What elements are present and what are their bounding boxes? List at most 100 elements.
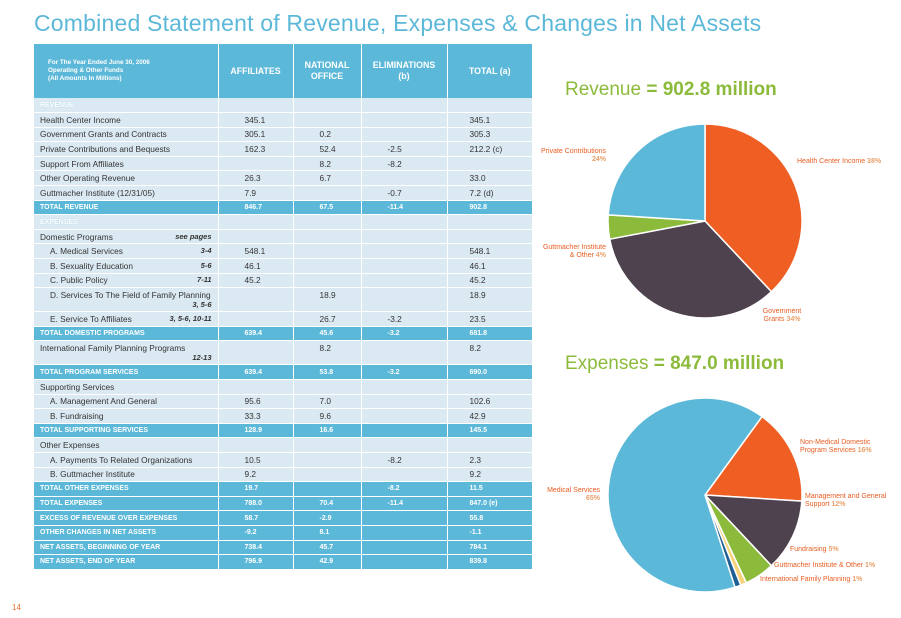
total-cell bbox=[447, 437, 532, 453]
table-row: E. Service To Affiliates 3, 5-6, 10-11 26.… bbox=[34, 311, 532, 327]
eliminations-cell: -8.2 bbox=[361, 156, 448, 172]
row-label-total-supporting-services: TOTAL SUPPORTING SERVICES bbox=[34, 423, 219, 439]
table-total-row: NET ASSETS, END OF YEAR 796.9 42.9 839.8 bbox=[34, 554, 532, 570]
column-header-affiliates: AFFILIATES bbox=[218, 44, 294, 98]
table-total-row: EXCESS OF REVENUE OVER EXPENSES 58.7 -2.9 5… bbox=[34, 510, 532, 526]
affiliates-cell bbox=[218, 437, 294, 453]
page-reference: 5-6 bbox=[200, 260, 212, 270]
national-office-cell: 16.6 bbox=[293, 423, 362, 439]
row-label-b-fundraising: B. Fundraising bbox=[34, 408, 219, 424]
total-cell bbox=[447, 229, 532, 245]
table-row: A. Medical Services 3-4 548.1 548.1 bbox=[34, 243, 532, 260]
table-row: Other Expenses bbox=[34, 437, 532, 453]
row-label-other-operating-revenue: Other Operating Revenue bbox=[34, 170, 219, 187]
total-cell: 33.0 bbox=[447, 170, 532, 187]
national-office-cell bbox=[293, 185, 362, 201]
national-office-cell bbox=[293, 229, 362, 245]
revenue-label-government: Government Grants 34% bbox=[762, 308, 802, 323]
affiliates-cell: 19.7 bbox=[218, 481, 294, 497]
eliminations-cell bbox=[361, 98, 448, 114]
table-total-row: TOTAL PROGRAM SERVICES 639.4 53.8 -3.2 690.0 bbox=[34, 364, 532, 380]
row-label-net-assets-end-of-year: NET ASSETS, END OF YEAR bbox=[34, 554, 219, 570]
affiliates-cell bbox=[218, 287, 294, 313]
affiliates-cell: 95.6 bbox=[218, 394, 294, 410]
affiliates-cell: 10.5 bbox=[218, 452, 294, 468]
table-total-row: TOTAL DOMESTIC PROGRAMS 639.4 45.6 -3.2 681.… bbox=[34, 326, 532, 342]
table-total-row: TOTAL SUPPORTING SERVICES 128.9 16.6 145.5 bbox=[34, 423, 532, 439]
revenue-pie-chart bbox=[607, 123, 803, 319]
revenue-heading: Revenue = 902.8 million bbox=[565, 79, 777, 100]
total-cell: 45.2 bbox=[447, 273, 532, 289]
expenses-label-international: International Family Planning 1% bbox=[760, 576, 863, 583]
affiliates-cell: 846.7 bbox=[218, 200, 294, 216]
national-office-cell bbox=[293, 467, 362, 483]
total-cell: 18.9 bbox=[447, 287, 532, 313]
national-office-cell bbox=[293, 258, 362, 274]
national-office-cell: 6.7 bbox=[293, 170, 362, 187]
expenses-slice-management-and-general-support bbox=[703, 494, 803, 567]
total-cell: 145.5 bbox=[447, 423, 532, 439]
expenses-slice-non-medical-domestic-program-services bbox=[703, 415, 803, 502]
national-office-cell bbox=[293, 481, 362, 497]
affiliates-cell: 305.1 bbox=[218, 127, 294, 143]
eliminations-cell: -3.2 bbox=[361, 364, 448, 380]
total-cell: 9.2 bbox=[447, 467, 532, 483]
expenses-label-guttmacher: Guttmacher Institute & Other 1% bbox=[774, 562, 876, 569]
total-cell: 690.0 bbox=[447, 364, 532, 380]
affiliates-cell bbox=[218, 229, 294, 245]
row-label-total-expenses: TOTAL EXPENSES bbox=[34, 496, 219, 512]
eliminations-cell bbox=[361, 112, 448, 128]
row-label-health-center-income: Health Center Income bbox=[34, 112, 219, 128]
row-label-excess-of-revenue-over-expenses: EXCESS OF REVENUE OVER EXPENSES bbox=[34, 510, 219, 526]
affiliates-cell: 548.1 bbox=[218, 243, 294, 260]
table-row: Health Center Income 345.1 345.1 bbox=[34, 112, 532, 128]
eliminations-cell bbox=[361, 127, 448, 143]
expenses-pie-chart bbox=[607, 397, 803, 593]
affiliates-cell: 639.4 bbox=[218, 364, 294, 380]
affiliates-cell: 639.4 bbox=[218, 326, 294, 342]
eliminations-cell: -8.2 bbox=[361, 452, 448, 468]
row-label-total-program-services: TOTAL PROGRAM SERVICES bbox=[34, 364, 219, 380]
page-reference: 7-11 bbox=[197, 275, 212, 285]
affiliates-cell: 345.1 bbox=[218, 112, 294, 128]
expenses-label-medical: Medical Services 65% bbox=[547, 487, 600, 502]
affiliates-cell: 162.3 bbox=[218, 141, 294, 157]
page-reference: 3, 5-6, 10-11 bbox=[169, 314, 212, 324]
affiliates-cell: 738.4 bbox=[218, 540, 294, 556]
expenses-slice-medical-services bbox=[607, 397, 764, 593]
expenses-label-management: Management and General Support 12% bbox=[805, 493, 887, 508]
row-label-other-expenses: Other Expenses bbox=[34, 437, 219, 453]
table-row: B. Sexuality Education 5-6 46.1 46.1 bbox=[34, 258, 532, 274]
affiliates-cell bbox=[218, 214, 294, 230]
eliminations-cell bbox=[361, 170, 448, 187]
affiliates-cell bbox=[218, 311, 294, 327]
revenue-slice-government-grants bbox=[608, 220, 773, 319]
page-number: 14 bbox=[12, 603, 21, 612]
table-total-row: TOTAL OTHER EXPENSES 19.7 -8.2 11.5 bbox=[34, 481, 532, 497]
column-header-eliminations: ELIMINATIONS (b) bbox=[361, 44, 448, 98]
row-label-expenses: EXPENSES bbox=[34, 214, 219, 230]
row-label-government-grants-and-contracts: Government Grants and Contracts bbox=[34, 127, 219, 143]
total-cell: 8.2 bbox=[447, 340, 532, 366]
table-header-row: For The Year Ended June 30, 2006 Operati… bbox=[34, 44, 532, 98]
row-label-private-contributions-and-bequests: Private Contributions and Bequests bbox=[34, 141, 219, 157]
eliminations-cell: -3.2 bbox=[361, 326, 448, 342]
affiliates-cell: 128.9 bbox=[218, 423, 294, 439]
row-label-b-guttmacher-institute: B. Guttmacher Institute bbox=[34, 467, 219, 483]
eliminations-cell: -2.5 bbox=[361, 141, 448, 157]
row-label-d-services-to-the-field-of-family-planning: D. Services To The Field of Family Plann… bbox=[34, 287, 219, 313]
affiliates-cell: 45.2 bbox=[218, 273, 294, 289]
national-office-cell: 45.6 bbox=[293, 326, 362, 342]
page-title: Combined Statement of Revenue, Expenses … bbox=[34, 10, 762, 36]
eliminations-cell bbox=[361, 394, 448, 410]
eliminations-cell bbox=[361, 258, 448, 274]
row-label-revenue: REVENUE bbox=[34, 98, 219, 114]
total-cell: 23.5 bbox=[447, 311, 532, 327]
column-header-total: TOTAL (a) bbox=[447, 44, 532, 98]
affiliates-cell: 33.3 bbox=[218, 408, 294, 424]
eliminations-cell bbox=[361, 229, 448, 245]
total-cell: 55.8 bbox=[447, 510, 532, 526]
total-cell: 784.1 bbox=[447, 540, 532, 556]
affiliates-cell: 796.9 bbox=[218, 554, 294, 570]
total-cell: 548.1 bbox=[447, 243, 532, 260]
